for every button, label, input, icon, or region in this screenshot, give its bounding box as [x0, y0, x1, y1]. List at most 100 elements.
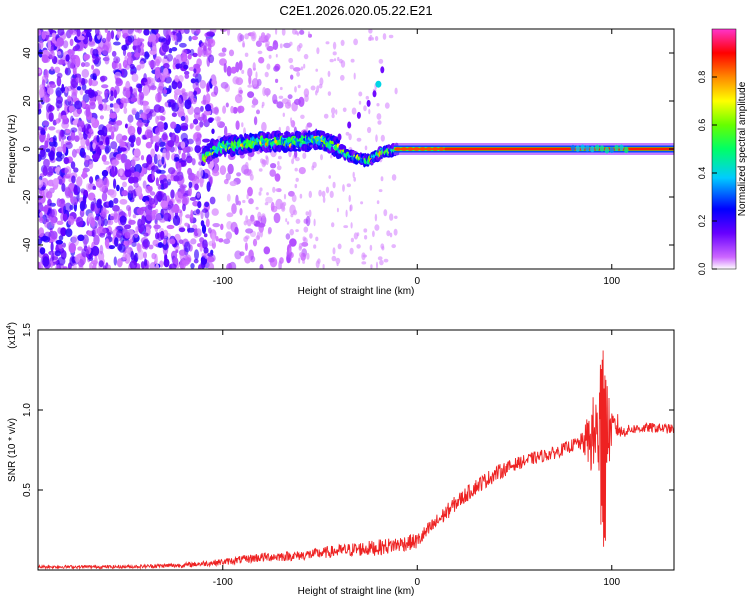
- noise-speckle: [142, 119, 151, 124]
- faint-speckle: [294, 183, 298, 189]
- noise-speckle: [131, 107, 137, 115]
- noise-speckle: [211, 233, 216, 244]
- faint-speckle: [275, 29, 278, 35]
- noise-speckle: [137, 119, 143, 128]
- noise-speckle: [90, 79, 99, 87]
- noise-speckle: [126, 205, 131, 211]
- faint-speckle: [389, 213, 394, 221]
- faint-speckle: [394, 215, 398, 219]
- faint-speckle: [374, 213, 378, 222]
- noise-speckle: [157, 191, 163, 203]
- noise-speckle: [113, 56, 121, 64]
- noise-speckle: [248, 75, 252, 85]
- noise-speckle: [158, 82, 165, 91]
- noise-speckle: [211, 79, 218, 86]
- noise-speckle: [118, 62, 122, 71]
- faint-speckle: [303, 53, 309, 60]
- noise-speckle: [127, 125, 136, 136]
- noise-speckle: [119, 168, 123, 177]
- noise-speckle: [41, 54, 49, 63]
- tone-bead: [413, 147, 420, 151]
- noise-speckle: [40, 206, 49, 212]
- noise-speckle: [199, 241, 203, 252]
- faint-speckle: [245, 161, 249, 169]
- noise-speckle: [95, 29, 100, 37]
- faint-speckle: [261, 213, 266, 219]
- noise-speckle: [202, 94, 207, 105]
- faint-speckle: [277, 161, 280, 166]
- noise-speckle: [171, 47, 178, 52]
- noise-speckle: [106, 219, 114, 226]
- faint-speckle: [303, 63, 306, 69]
- faint-speckle: [289, 228, 295, 236]
- noise-speckle: [164, 253, 168, 263]
- noise-speckle: [52, 135, 57, 144]
- faint-speckle: [241, 122, 244, 128]
- noise-speckle: [223, 238, 231, 245]
- faint-speckle: [383, 258, 389, 263]
- noise-speckle: [38, 101, 41, 110]
- faint-speckle: [259, 187, 263, 192]
- noise-speckle: [131, 73, 139, 83]
- colorbar-label: Normalized spectral amplitude: [737, 81, 748, 216]
- faint-speckle: [308, 209, 312, 218]
- noise-speckle: [67, 95, 72, 102]
- y-tick-label: 1.5: [22, 323, 33, 337]
- noise-speckle: [141, 134, 146, 140]
- faint-speckle: [315, 68, 319, 72]
- noise-speckle: [244, 242, 248, 251]
- noise-speckle: [39, 133, 45, 143]
- noise-speckle: [231, 203, 237, 215]
- noise-speckle: [183, 29, 190, 34]
- noise-speckle: [95, 144, 99, 155]
- noise-speckle: [77, 126, 83, 135]
- noise-speckle: [209, 196, 216, 205]
- noise-speckle: [68, 29, 75, 34]
- faint-speckle: [291, 194, 297, 203]
- noise-speckle: [234, 226, 239, 235]
- faint-speckle: [350, 237, 354, 243]
- noise-speckle: [74, 254, 81, 263]
- noise-speckle: [177, 81, 183, 89]
- faint-speckle: [292, 120, 295, 128]
- noise-speckle: [178, 239, 184, 244]
- noise-speckle: [116, 184, 120, 192]
- faint-speckle: [391, 174, 397, 181]
- faint-speckle: [332, 181, 336, 189]
- noise-speckle: [123, 224, 132, 230]
- noise-speckle: [183, 241, 191, 253]
- noise-speckle: [109, 213, 116, 221]
- noise-speckle: [61, 114, 68, 120]
- noise-speckle: [96, 199, 102, 209]
- noise-speckle: [122, 181, 127, 188]
- faint-speckle: [257, 50, 263, 55]
- noise-speckle: [208, 54, 215, 64]
- noise-speckle: [239, 34, 245, 42]
- noise-speckle: [252, 77, 258, 88]
- noise-speckle: [290, 74, 294, 80]
- faint-speckle: [368, 29, 373, 34]
- noise-speckle: [134, 29, 141, 33]
- noise-speckle: [155, 208, 159, 214]
- faint-speckle: [353, 38, 358, 46]
- noise-speckle: [164, 76, 172, 84]
- noise-speckle: [68, 105, 75, 112]
- trace-point: [337, 133, 342, 141]
- noise-speckle: [72, 45, 78, 52]
- noise-speckle: [204, 209, 210, 219]
- noise-speckle: [259, 264, 264, 269]
- noise-speckle: [95, 56, 101, 61]
- noise-speckle: [116, 120, 123, 126]
- faint-speckle: [265, 155, 268, 160]
- noise-speckle: [199, 176, 204, 188]
- noise-speckle: [54, 250, 61, 257]
- noise-speckle: [124, 159, 132, 170]
- noise-speckle: [120, 234, 125, 246]
- trace-point: [375, 80, 382, 88]
- noise-speckle: [142, 77, 148, 83]
- noise-speckle: [114, 71, 122, 78]
- faint-speckle: [278, 95, 284, 100]
- tone-disturb: [619, 144, 624, 151]
- faint-speckle: [302, 259, 306, 264]
- faint-speckle: [282, 201, 287, 207]
